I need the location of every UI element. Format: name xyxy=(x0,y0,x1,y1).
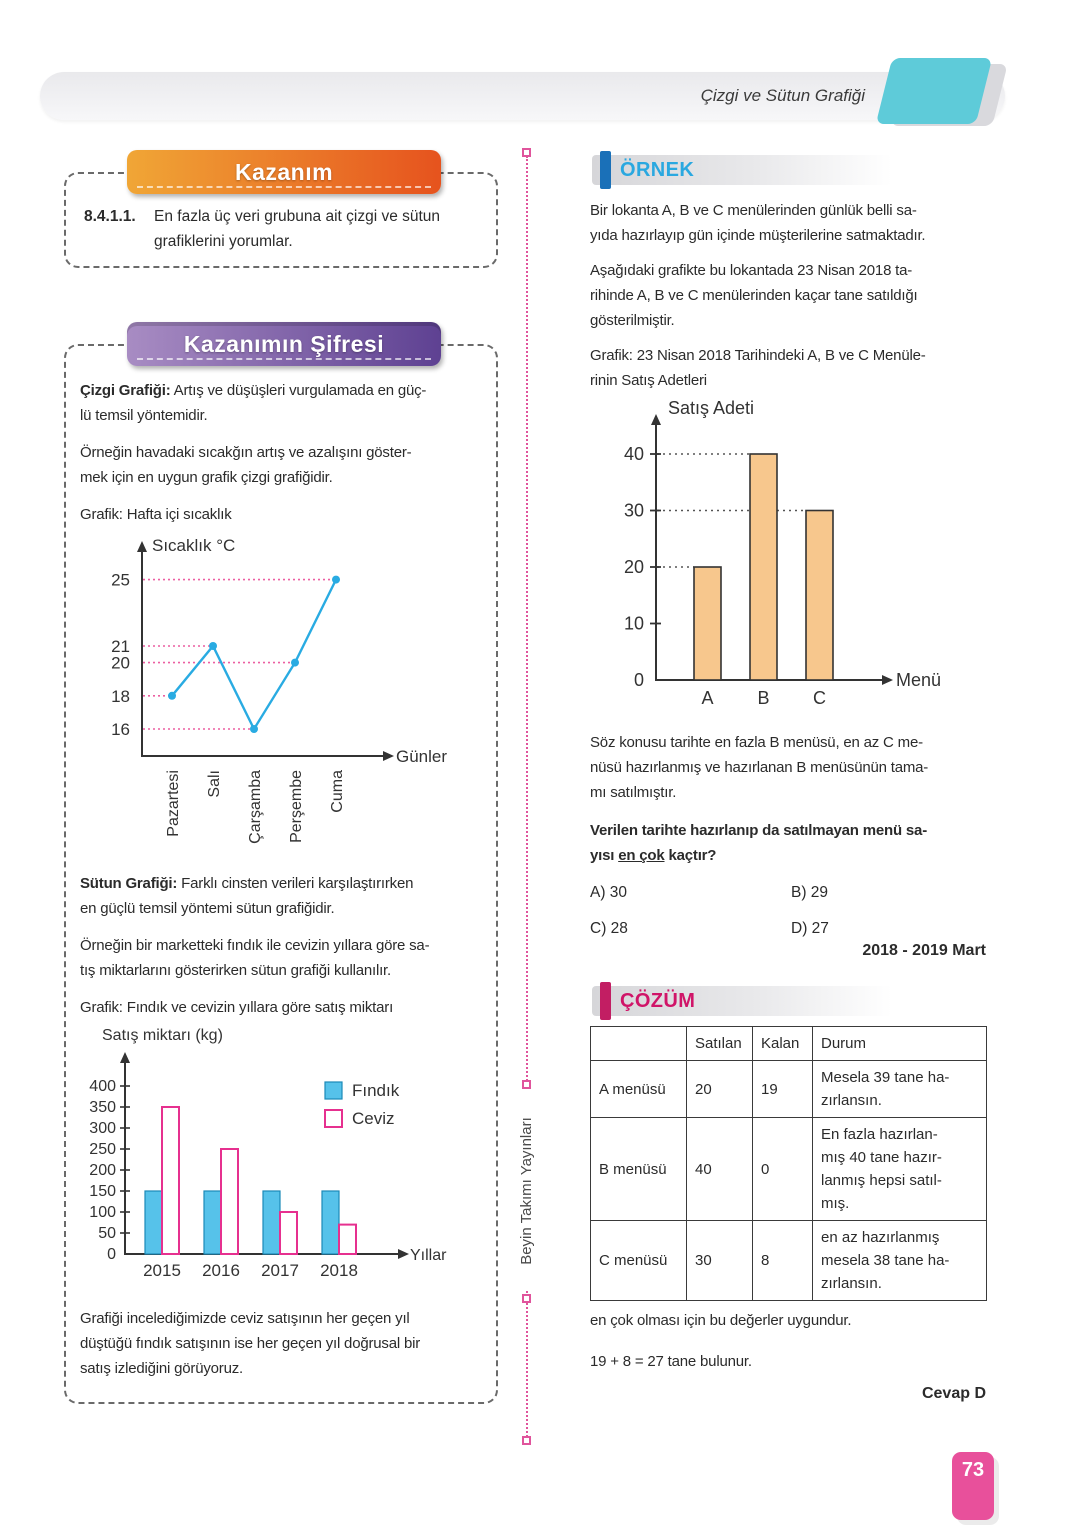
svg-text:50: 50 xyxy=(98,1225,116,1242)
kazanim-statement: 8.4.1.1. En fazla üç veri grubuna ait çi… xyxy=(84,204,482,254)
question-text: Verilen tarihte hazırlanıp da satılmayan… xyxy=(590,822,927,864)
svg-text:200: 200 xyxy=(89,1162,116,1179)
page-number-badge: 73 xyxy=(952,1452,994,1520)
grouped-bar-chart-title: Grafik: Fındık ve cevizin yıllara göre s… xyxy=(80,999,394,1016)
svg-text:25: 25 xyxy=(111,571,130,590)
svg-text:Sıcaklık °C: Sıcaklık °C xyxy=(152,536,235,555)
ornek-paragraph-2: Aşağıdaki grafikte bu lokantada 23 Nisan… xyxy=(590,262,918,329)
sifre-banner: Kazanımın Şifresi xyxy=(127,322,441,366)
kazanim-code: 8.4.1.1. xyxy=(84,208,136,225)
svg-text:Çarşamba: Çarşamba xyxy=(247,770,264,844)
svg-text:21: 21 xyxy=(111,637,130,656)
svg-text:350: 350 xyxy=(89,1099,116,1116)
svg-text:Menü: Menü xyxy=(896,670,941,690)
svg-text:100: 100 xyxy=(89,1204,116,1221)
ornek-header: ÖRNEK xyxy=(592,151,892,189)
svg-text:A: A xyxy=(701,688,713,708)
cozum-header-label: ÇÖZÜM xyxy=(620,990,696,1012)
divider-square-icon xyxy=(522,1080,531,1089)
svg-text:Fındık: Fındık xyxy=(352,1081,400,1100)
svg-text:20: 20 xyxy=(624,557,644,577)
option-b: B) 29 xyxy=(791,884,829,901)
answer-options: A) 30 B) 29 C) 28 D) 27 xyxy=(590,884,992,938)
ornek-header-bar-icon xyxy=(600,151,611,189)
solution-table: Satılan Kalan Durum A menüsü 20 19 Mesel… xyxy=(590,1026,987,1301)
svg-text:250: 250 xyxy=(89,1141,116,1158)
svg-text:40: 40 xyxy=(624,444,644,464)
table-row: C menüsü 30 8 en az hazırlanmış mesela 3… xyxy=(590,1220,987,1301)
svg-text:Pazartesi: Pazartesi xyxy=(165,770,182,837)
publisher-name: Beyin Takımı Yayınları xyxy=(514,1091,540,1291)
cozum-note-1: en çok olması için bu değerler uygundur. xyxy=(590,1312,852,1329)
column-divider-line xyxy=(526,156,528,1440)
svg-text:Satış miktarı (kg): Satış miktarı (kg) xyxy=(102,1027,223,1044)
svg-text:B: B xyxy=(757,688,769,708)
svg-text:Cuma: Cuma xyxy=(329,770,346,813)
svg-text:Yıllar: Yıllar xyxy=(410,1247,447,1264)
svg-text:150: 150 xyxy=(89,1183,116,1200)
table-header-row: Satılan Kalan Durum xyxy=(590,1026,987,1061)
kazanim-text: En fazla üç veri grubuna ait çizgi ve sü… xyxy=(154,208,441,250)
svg-text:18: 18 xyxy=(111,687,130,706)
svg-text:10: 10 xyxy=(624,614,644,634)
svg-text:2016: 2016 xyxy=(202,1261,240,1280)
svg-text:Günler: Günler xyxy=(396,747,447,766)
svg-text:Satış Adeti: Satış Adeti xyxy=(668,398,754,418)
ornek-paragraph-3: Söz konusu tarihte en fazla B menüsü, en… xyxy=(590,734,929,801)
svg-text:Perşembe: Perşembe xyxy=(288,770,305,843)
cozum-header: ÇÖZÜM xyxy=(592,982,892,1020)
menu-bar-chart-svg: Satış Adeti Menü 0 10 20 30 40 A B C xyxy=(624,398,941,708)
kazanim-banner: Kazanım xyxy=(127,150,441,194)
cizgi-example-paragraph: Örneğin havadaki sıcakğın artış ve azalı… xyxy=(80,444,412,486)
svg-text:C: C xyxy=(813,688,826,708)
divider-square-icon xyxy=(522,1294,531,1303)
svg-text:Salı: Salı xyxy=(206,770,223,798)
svg-text:400: 400 xyxy=(89,1078,116,1095)
header-teal-tab xyxy=(875,58,993,124)
sales-grouped-bar-chart: Satış miktarı (kg) Yıllar 0 50 100 150 200 250 3… xyxy=(80,1024,488,1306)
ornek-paragraph-1: Bir lokanta A, B ve C menülerinden günlü… xyxy=(590,202,926,244)
svg-text:30: 30 xyxy=(624,501,644,521)
table-row: A menüsü 20 19 Mesela 39 tane ha- zırlan… xyxy=(590,1060,987,1118)
option-a: A) 30 xyxy=(590,884,628,901)
page-title: Çizgi ve Sütun Grafiği xyxy=(700,86,865,105)
cozum-note-2: 19 + 8 = 27 tane bulunur. xyxy=(590,1353,752,1370)
cozum-header-bar-icon xyxy=(600,982,611,1020)
sifre-box: Çizgi Grafiği: Artış ve düşüşleri vurgul… xyxy=(64,344,498,1404)
svg-text:300: 300 xyxy=(89,1120,116,1137)
chart-interpretation-paragraph: Grafiği incelediğimizde ceviz satışının … xyxy=(80,1310,421,1377)
ornek-header-label: ÖRNEK xyxy=(620,159,695,181)
menu-bar-chart: Satış Adeti Menü 0 10 20 30 40 A B C xyxy=(606,392,1006,719)
sutun-grafigi-paragraph: Sütun Grafiği: Farklı cinsten verileri k… xyxy=(80,875,414,917)
temperature-line-chart: Sıcaklık °C Günler 16 18 20 21 25 Pazartesi Salı… xyxy=(80,531,488,871)
divider-square-icon xyxy=(522,1436,531,1445)
option-d: D) 27 xyxy=(791,920,829,937)
header-bar xyxy=(40,72,1005,120)
svg-text:2015: 2015 xyxy=(143,1261,181,1280)
option-c: C) 28 xyxy=(590,920,628,937)
question-source: 2018 - 2019 Mart xyxy=(862,942,986,959)
svg-text:16: 16 xyxy=(111,720,130,739)
line-chart-title: Grafik: Hafta içi sıcaklık xyxy=(80,506,232,523)
sales-grouped-bar-chart-svg: Satış miktarı (kg) Yıllar 0 50 100 150 200 250 3… xyxy=(89,1027,447,1280)
svg-text:Ceviz: Ceviz xyxy=(352,1109,395,1128)
answer-label: Cevap D xyxy=(921,1385,986,1402)
sutun-example-paragraph: Örneğin bir marketteki fındık ile cevizi… xyxy=(80,937,430,979)
svg-text:20: 20 xyxy=(111,654,130,673)
svg-text:2018: 2018 xyxy=(320,1261,358,1280)
cizgi-grafigi-paragraph: Çizgi Grafiği: Artış ve düşüşleri vurgul… xyxy=(80,382,427,424)
svg-text:2017: 2017 xyxy=(261,1261,299,1280)
svg-text:0: 0 xyxy=(107,1246,116,1263)
divider-square-icon xyxy=(522,148,531,157)
table-row: B menüsü 40 0 En fazla hazırlan- mış 40 … xyxy=(590,1117,987,1221)
bar-chart-title: Grafik: 23 Nisan 2018 Tarihindeki A, B v… xyxy=(590,347,926,389)
svg-text:0: 0 xyxy=(634,670,644,690)
